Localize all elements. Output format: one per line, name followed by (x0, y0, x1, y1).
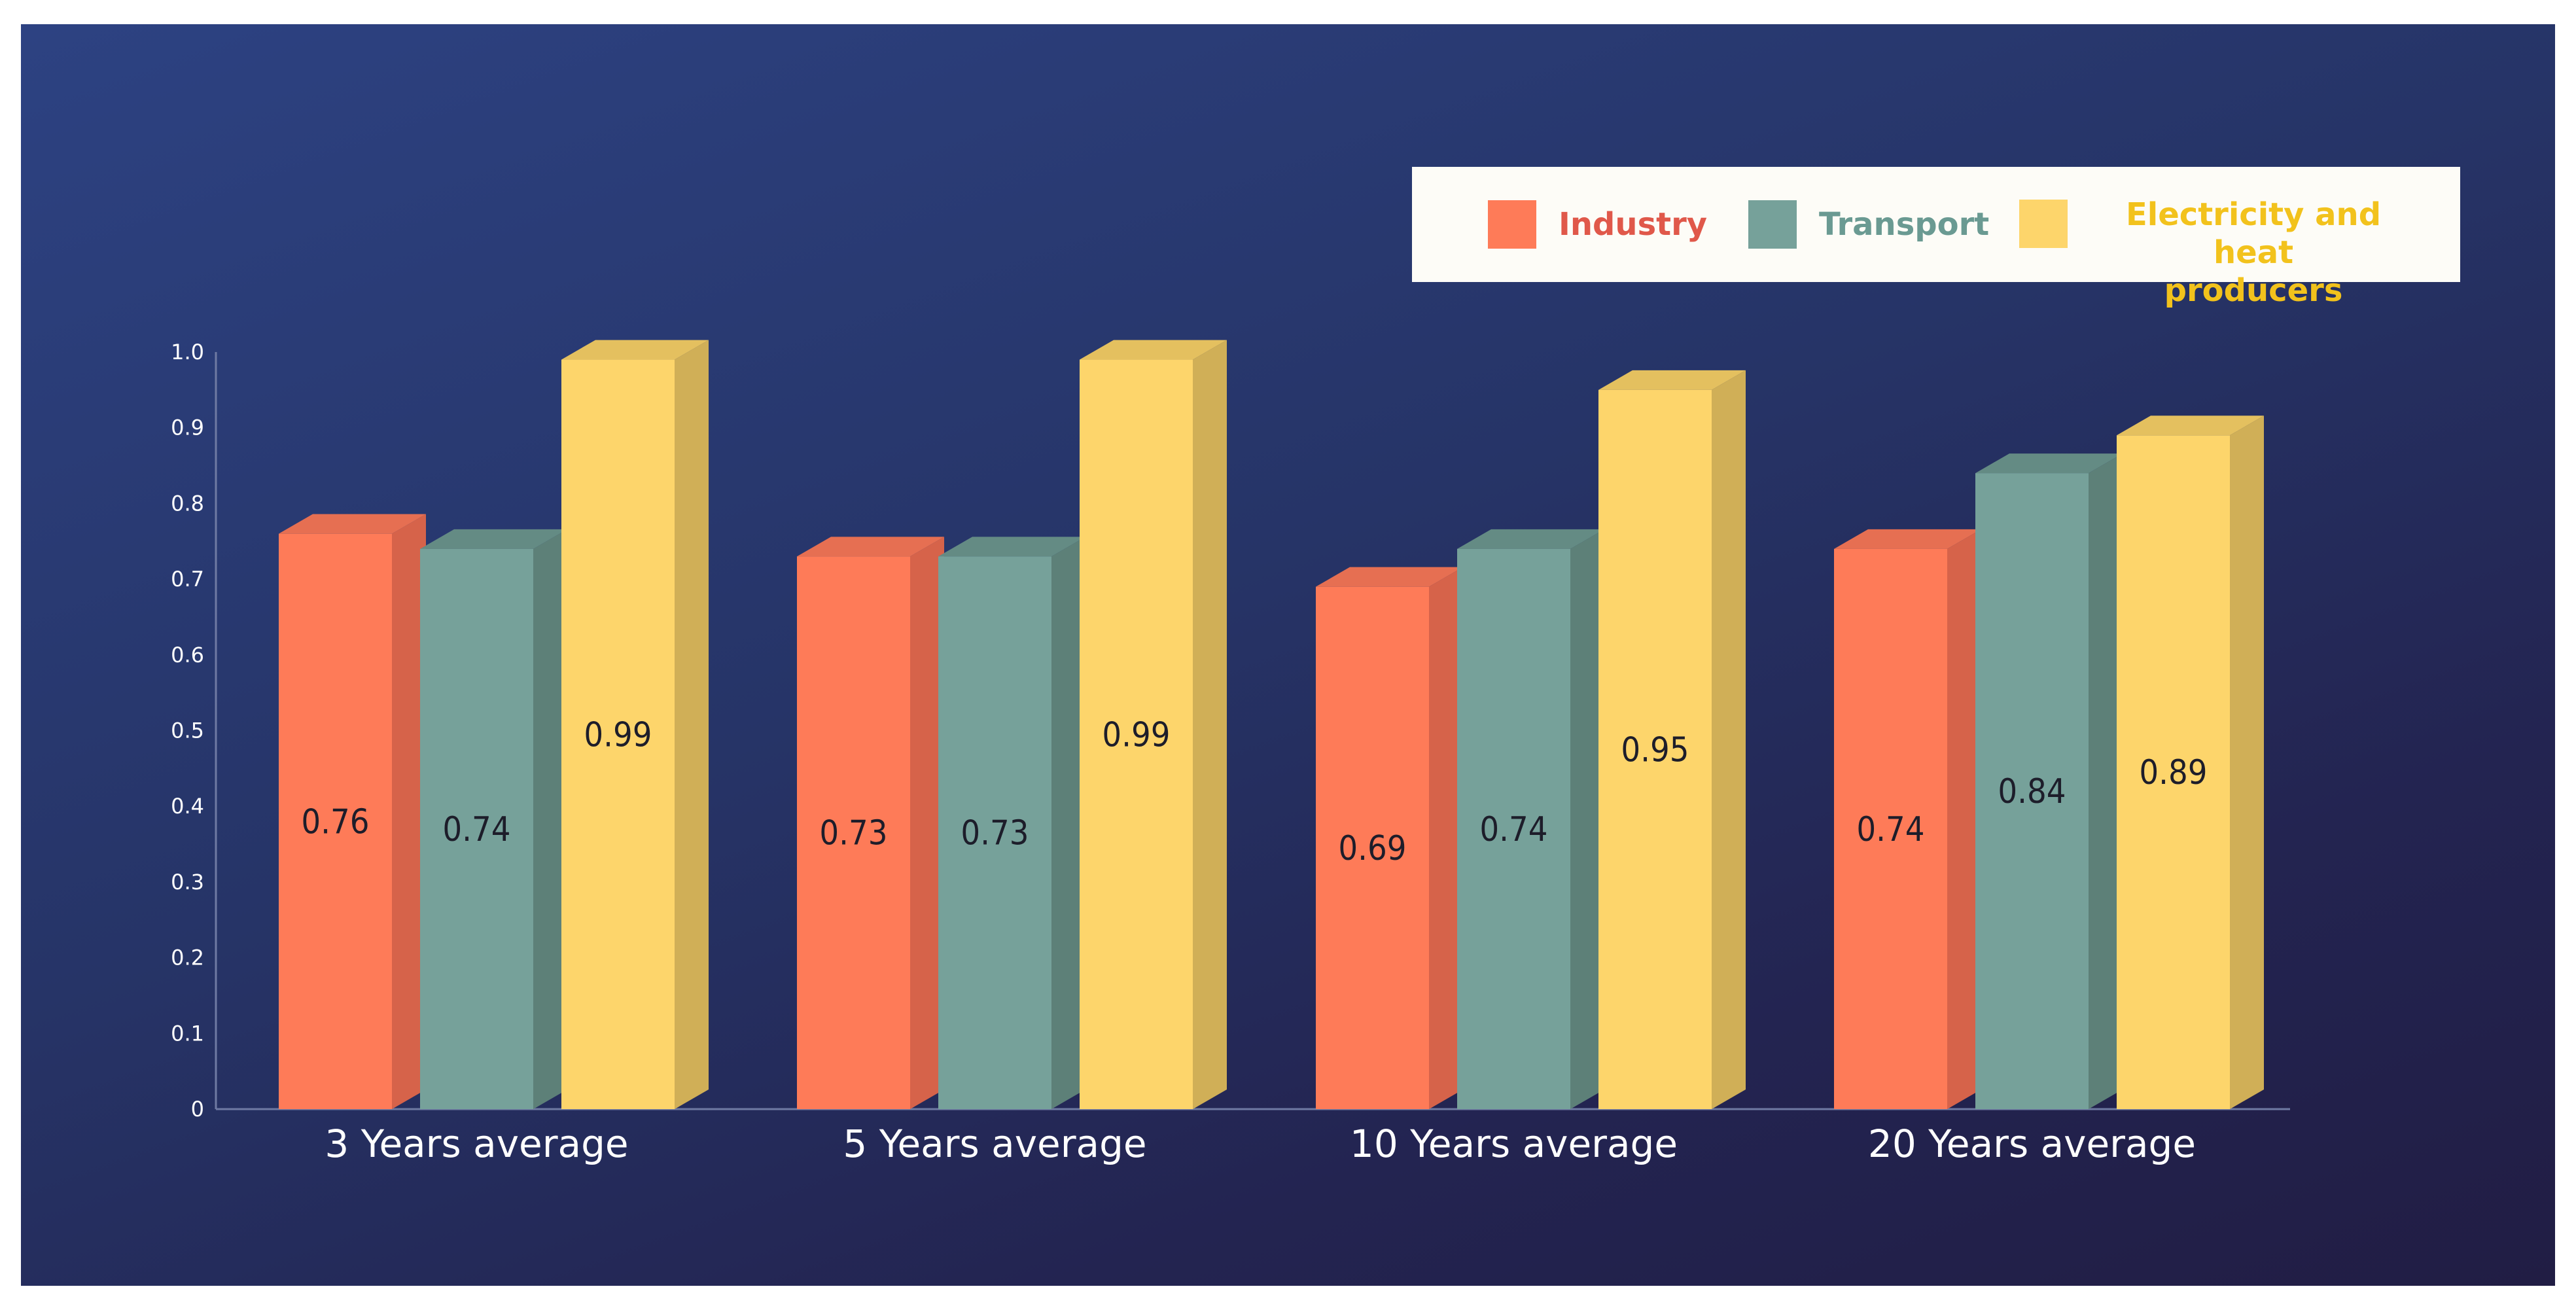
bar-electricity-and-heat-producers-5-years-average[interactable] (1080, 340, 1227, 1109)
bar-industry-20-years-average-top (1834, 529, 1981, 549)
legend-swatch-electricity (2019, 200, 2068, 248)
bar-label-transport-10-years-average: 0.74 (1479, 810, 1547, 849)
bar-transport-5-years-average-side (1051, 537, 1085, 1109)
bar-label-transport-3-years-average: 0.74 (442, 810, 510, 849)
bar-industry-20-years-average-side (1947, 529, 1981, 1109)
bar-industry-5-years-average-top (797, 537, 944, 557)
y-tick-label: 0.5 (171, 718, 204, 743)
bar-label-industry-5-years-average: 0.73 (819, 814, 887, 853)
x-labels: 3 Years average 5 Years average 10 Years a… (325, 1122, 2196, 1166)
bar-industry-20-years-average-front (1834, 548, 1947, 1109)
bar-transport-10-years-average-side (1570, 529, 1604, 1109)
bars (279, 340, 2264, 1109)
bar-label-electricity-and-heat-producers-5-years-average: 0.99 (1102, 715, 1170, 754)
bar-transport-3-years-average-side (533, 529, 567, 1109)
bar-label-industry-20-years-average: 0.74 (1856, 810, 1924, 849)
y-axis: 0 0.1 0.2 0.3 0.4 0.5 0.6 0.7 0.8 0.9 1.0 (171, 340, 217, 1122)
bar-industry-5-years-average-side (910, 537, 944, 1109)
bar-transport-5-years-average-top (938, 537, 1085, 557)
bar-transport-3-years-average-front (420, 548, 533, 1109)
bar-electricity-and-heat-producers-3-years-average-top (561, 340, 709, 360)
legend-label-transport: Transport (1819, 206, 1990, 243)
bar-industry-3-years-average-side (392, 514, 426, 1109)
y-tick-label: 1.0 (171, 340, 204, 364)
x-label-3-years-average: 3 Years average (325, 1122, 628, 1166)
bar-transport-20-years-average-top (1975, 453, 2123, 474)
bar-industry-3-years-average-front (279, 533, 392, 1109)
legend: Industry Transport Electricity and heat … (1412, 167, 2460, 309)
legend-item-transport[interactable]: Transport (1748, 200, 1989, 249)
bar-transport-20-years-average-front (1975, 473, 2089, 1109)
bar-transport-3-years-average-top (420, 529, 567, 549)
bar-electricity-and-heat-producers-3-years-average-front (561, 359, 675, 1109)
bar-electricity-and-heat-producers-5-years-average-front (1080, 359, 1193, 1109)
bar-electricity-and-heat-producers-20-years-average-top (2117, 416, 2264, 436)
bar-label-industry-10-years-average: 0.69 (1338, 829, 1406, 868)
legend-label-industry: Industry (1559, 206, 1708, 243)
bar-industry-10-years-average-side (1429, 567, 1463, 1109)
bar-labels: 0.76 0.74 0.99 0.73 0.73 0.99 0.69 0.74 0.95 0.74… (301, 715, 2207, 868)
x-label-10-years-average: 10 Years average (1350, 1122, 1678, 1166)
bar-label-transport-20-years-average: 0.84 (1998, 772, 2066, 811)
bar-electricity-and-heat-producers-3-years-average-side (675, 340, 709, 1109)
bar-electricity-and-heat-producers-5-years-average-top (1080, 340, 1227, 360)
bar-electricity-and-heat-producers-20-years-average-front (2117, 435, 2230, 1109)
bar-electricity-and-heat-producers-5-years-average-side (1193, 340, 1227, 1109)
y-tick-label: 0 (191, 1097, 204, 1122)
bar-industry-3-years-average[interactable] (279, 514, 426, 1109)
bar-transport-10-years-average-front (1457, 548, 1570, 1109)
legend-item-industry[interactable]: Industry (1488, 200, 1707, 249)
bar-transport-10-years-average-top (1457, 529, 1604, 549)
bar-label-electricity-and-heat-producers-20-years-average: 0.89 (2139, 753, 2207, 792)
legend-swatch-transport (1748, 200, 1797, 249)
bar-electricity-and-heat-producers-10-years-average-front (1598, 389, 1712, 1109)
bar-industry-3-years-average-top (279, 514, 426, 534)
bar-electricity-and-heat-producers-10-years-average-side (1712, 370, 1746, 1109)
y-tick-label: 0.1 (171, 1021, 204, 1046)
bar-label-industry-3-years-average: 0.76 (301, 802, 369, 841)
bar-electricity-and-heat-producers-3-years-average[interactable] (561, 340, 709, 1109)
y-tick-label: 0.2 (171, 946, 204, 970)
bar-electricity-and-heat-producers-20-years-average[interactable] (2117, 416, 2264, 1109)
bar-industry-20-years-average[interactable] (1834, 529, 1981, 1109)
bar-electricity-and-heat-producers-20-years-average-side (2230, 416, 2264, 1109)
y-tick-label: 0.3 (171, 870, 204, 894)
bar-transport-5-years-average-front (938, 556, 1051, 1109)
y-tick-label: 0.4 (171, 794, 204, 819)
bar-industry-10-years-average-top (1316, 567, 1463, 587)
legend-label-electricity-line-2: producers (2164, 272, 2343, 309)
bar-transport-20-years-average-side (2089, 453, 2123, 1109)
bar-electricity-and-heat-producers-10-years-average[interactable] (1598, 370, 1746, 1109)
bar-label-electricity-and-heat-producers-10-years-average: 0.95 (1621, 730, 1689, 770)
legend-label-electricity: Electricity and heat producers (2090, 196, 2417, 310)
bar-transport-10-years-average[interactable] (1457, 529, 1604, 1109)
bar-industry-10-years-average[interactable] (1316, 567, 1463, 1109)
y-tick-label: 0.8 (171, 491, 204, 516)
legend-label-electricity-line-1: Electricity and heat (2125, 196, 2382, 271)
legend-item-electricity[interactable]: Electricity and heat producers (2019, 196, 2417, 310)
bar-transport-20-years-average[interactable] (1975, 453, 2123, 1109)
x-label-5-years-average: 5 Years average (843, 1122, 1146, 1166)
bar-electricity-and-heat-producers-10-years-average-top (1598, 370, 1746, 390)
x-label-20-years-average: 20 Years average (1868, 1122, 2196, 1166)
bar-transport-3-years-average[interactable] (420, 529, 567, 1109)
bar-industry-5-years-average-front (797, 556, 910, 1109)
bar-transport-5-years-average[interactable] (938, 537, 1085, 1109)
y-tick-label: 0.7 (171, 567, 204, 592)
y-tick-label: 0.9 (171, 416, 204, 440)
legend-swatch-industry (1488, 200, 1536, 249)
bar-label-transport-5-years-average: 0.73 (961, 814, 1029, 853)
bar-industry-10-years-average-front (1316, 586, 1429, 1109)
y-tick-label: 0.6 (171, 643, 204, 667)
bar-label-electricity-and-heat-producers-3-years-average: 0.99 (584, 715, 652, 754)
bar-industry-5-years-average[interactable] (797, 537, 944, 1109)
